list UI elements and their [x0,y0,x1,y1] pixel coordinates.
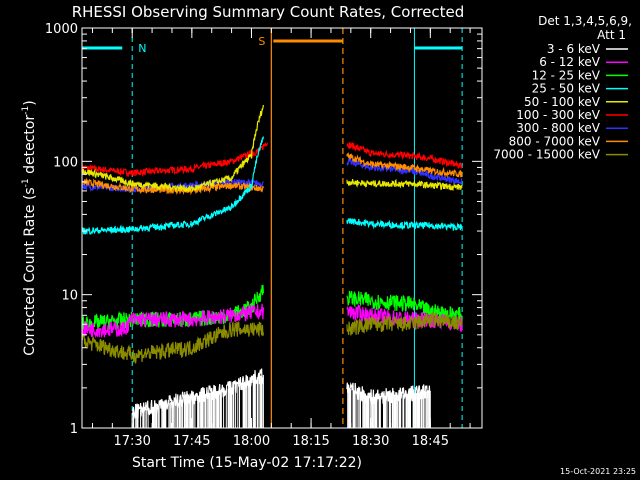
y-axis-label: Corrected Count Rate (s-1 detector-1) [21,100,38,355]
x-tick-label: 17:30 [113,434,150,449]
series-6-segment-0 [81,303,264,339]
x-tick-label: 18:30 [352,434,389,449]
series-0-segment-1 [346,141,463,169]
series-2-segment-0 [81,177,264,196]
series-4-segment-0 [81,136,264,235]
x-axis-label: Start Time (15-May-02 17:17:22) [132,455,362,471]
legend-entry-label: 3 - 6 keV [547,42,601,56]
saa-label: S [258,35,265,48]
timestamp: 15-Oct-2021 23:25 [560,467,636,476]
series-0-segment-0 [81,141,268,178]
series-7-segment-1 [346,312,463,336]
chart-title: RHESSI Observing Summary Count Rates, Co… [72,3,465,21]
series-3-segment-1 [346,178,463,191]
series-2-segment-1 [346,152,463,179]
x-tick-label: 18:45 [412,434,449,449]
series-8 [131,368,431,428]
y-tick-label: 1 [70,422,78,437]
y-axis-label-part2: detector [22,115,38,179]
series-0 [81,141,463,178]
y-axis-label-part1: Corrected Count Rate (s [22,187,38,355]
series-2 [81,152,463,196]
x-tick-label: 18:15 [292,434,329,449]
series-1-segment-1 [346,157,463,186]
legend-entry-label: 7000 - 15000 keV [493,148,600,162]
legend-entry-label: 25 - 50 keV [532,82,601,96]
series-3 [81,104,463,193]
y-tick-label: 1000 [45,22,78,37]
series-7-segment-0 [81,320,264,364]
x-tick-label: 18:00 [233,434,270,449]
y-axis-label-part3: ) [22,100,38,105]
legend-entry-label: 50 - 100 keV [524,95,601,109]
legend-attenuator: Att 1 [597,28,626,42]
legend-entry-label: 100 - 300 keV [516,108,600,122]
y-axis-label-sup1: -1 [21,178,31,187]
night-label: N [138,42,146,55]
plot-layer: N S 1 10 100 1000 17:30 17:45 18:00 18:15 18:30 18:… [45,22,483,449]
series-3-segment-0 [81,104,264,193]
y-tick-label: 10 [61,289,78,304]
y-tick-label: 100 [53,155,78,170]
legend-entry-label: 300 - 800 keV [516,121,600,135]
series-4 [81,136,463,235]
plot-frame [81,27,483,429]
legend-entry-label: 12 - 25 keV [532,68,601,82]
x-tick-label: 17:45 [173,434,210,449]
series-4-segment-1 [346,218,463,232]
legend-entry-label: 800 - 7000 keV [509,134,601,148]
y-axis-label-sup2: -1 [21,106,31,115]
legend-header: Det 1,3,4,5,6,9, [538,14,632,28]
legend-entry-label: 6 - 12 keV [539,55,601,69]
series-7 [81,312,463,364]
